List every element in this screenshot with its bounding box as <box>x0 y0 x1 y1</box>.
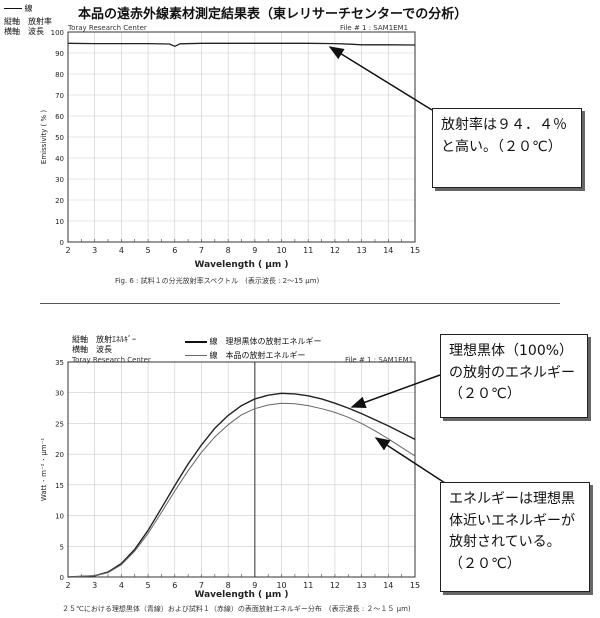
plot-frame <box>67 361 416 578</box>
y-tick-label: 30 <box>55 176 64 184</box>
y-axis-label: Watt ･ m⁻² ･ μm⁻¹ <box>40 438 48 501</box>
y-tick-label: 30 <box>55 390 64 398</box>
x-tick-label: 5 <box>146 246 151 255</box>
bottom-axes-key-y: 縦軸 放射ｴﾈﾙｷﾞｰ <box>72 335 136 344</box>
x-tick-label: 12 <box>330 246 340 255</box>
plot-frame <box>67 31 416 243</box>
y-tick-label: 80 <box>55 71 64 79</box>
y-tick-label: 90 <box>55 50 64 58</box>
y-tick-label: 10 <box>55 513 64 521</box>
x-tick-label: 13 <box>357 581 367 590</box>
x-tick-label: 15 <box>410 246 420 255</box>
x-tick-label: 3 <box>92 246 97 255</box>
top-file-label: File # 1 : SAM1EM1 <box>340 24 409 32</box>
series-line-1 <box>67 392 416 578</box>
x-tick-label: 8 <box>226 246 231 255</box>
x-tick-label: 7 <box>199 246 204 255</box>
y-tick-label: 50 <box>55 134 64 142</box>
y-tick-label: 35 <box>55 359 64 367</box>
x-tick-label: 10 <box>276 581 286 590</box>
series-line-1 <box>67 42 416 47</box>
legend-swatch-blackbody <box>185 340 207 343</box>
x-tick-label: 4 <box>119 581 124 590</box>
y-tick-label: 0 <box>60 239 64 247</box>
legend-sample: 線 本品の放射エネルギー <box>185 350 306 361</box>
y-axis-label: Emissivity ( % ) <box>40 110 48 164</box>
x-tick-label: 7 <box>199 581 204 590</box>
y-tick-label: 15 <box>55 482 64 490</box>
x-tick-label: 10 <box>276 246 286 255</box>
x-tick-label: 2 <box>65 581 70 590</box>
sample-callout: エネルギーは理想黒体近いエネルギーが放射されている。（２０℃） <box>440 482 590 592</box>
x-axis-label: Wavelength ( μm ) <box>194 260 288 270</box>
legend-label-sample: 線 本品の放射エネルギー <box>209 351 306 360</box>
blackbody-callout: 理想黒体（100%）の放射のエネルギー （２０℃） <box>440 334 589 418</box>
legend-blackbody: 線 理想黒体の放射エネルギー <box>185 336 322 347</box>
x-tick-label: 6 <box>172 581 177 590</box>
top-axes-key-y: 縦軸 放射率 <box>4 17 52 26</box>
series-line-2 <box>67 402 416 578</box>
bottom-chart-caption: ２５℃における理想黒体（青線）および試料１（赤線）の表面放射エネルギー分布 (表… <box>62 605 411 613</box>
legend-label-blackbody: 線 理想黒体の放射エネルギー <box>209 337 322 346</box>
x-tick-label: 4 <box>119 246 124 255</box>
legend-swatch <box>4 8 22 9</box>
y-tick-label: 100 <box>51 29 64 37</box>
x-tick-label: 14 <box>383 246 393 255</box>
x-tick-label: 11 <box>303 581 313 590</box>
x-tick-label: 8 <box>226 581 231 590</box>
y-tick-label: 70 <box>55 92 64 100</box>
bottom-axes-key-x: 横軸 波長 <box>72 345 112 354</box>
x-tick-label: 3 <box>92 581 97 590</box>
bottom-source-label: Toray Research Center <box>72 356 151 364</box>
x-axis-label: Wavelength ( μm ) <box>194 590 288 600</box>
x-tick-label: 9 <box>252 581 257 590</box>
y-tick-label: 60 <box>55 113 64 121</box>
x-tick-label: 15 <box>410 581 420 590</box>
x-tick-label: 2 <box>65 246 70 255</box>
y-tick-label: 25 <box>55 420 64 428</box>
bottom-file-label: File # 1 : SAM1EM1 <box>345 356 414 364</box>
legend-line-label: 線 <box>24 4 33 13</box>
y-tick-label: 40 <box>55 155 64 163</box>
top-chart-caption: Fig. 6 : 試料１の分光放射率スペクトル (表示波長 : 2～15 μm) <box>115 277 320 285</box>
x-tick-label: 6 <box>172 246 177 255</box>
y-tick-label: 10 <box>55 218 64 226</box>
section-divider <box>40 303 560 304</box>
y-tick-label: 0 <box>60 574 64 582</box>
page-title: 本品の遠赤外線素材測定結果表（東レリサーチセンターでの分析） <box>78 7 468 22</box>
top-source-label: Toray Research Center <box>68 24 147 32</box>
x-tick-label: 9 <box>252 246 257 255</box>
top-axes-key-x: 横軸 波長 <box>4 27 44 36</box>
x-tick-label: 11 <box>303 246 313 255</box>
legend-line-key: 線 <box>4 3 33 14</box>
x-tick-label: 5 <box>146 581 151 590</box>
y-tick-label: 20 <box>55 197 64 205</box>
x-tick-label: 12 <box>330 581 340 590</box>
y-tick-label: 20 <box>55 451 64 459</box>
x-tick-label: 13 <box>357 246 367 255</box>
x-tick-label: 14 <box>383 581 393 590</box>
legend-swatch-sample <box>185 355 207 356</box>
emissivity-callout: 放射率は９４．４％と高い。（２０℃） <box>432 108 582 188</box>
y-tick-label: 5 <box>60 543 64 551</box>
